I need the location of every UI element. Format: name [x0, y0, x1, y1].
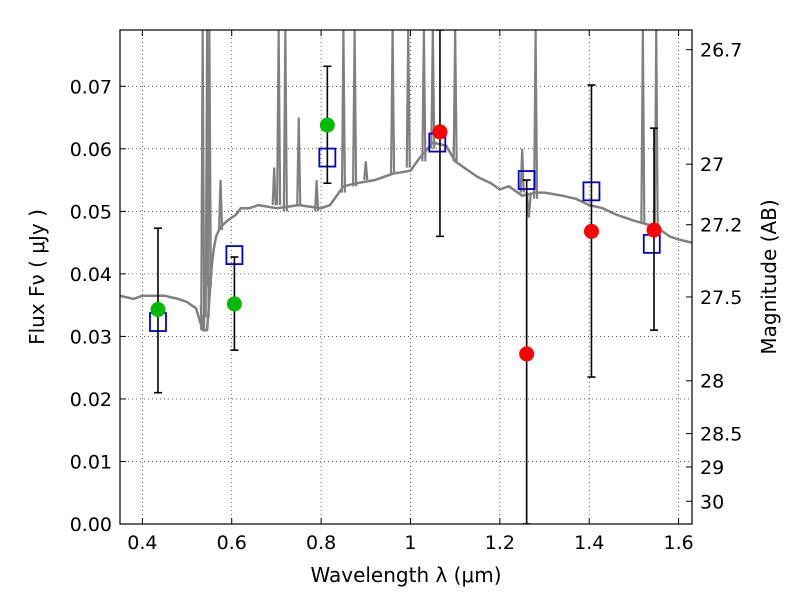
y-tick-label: 0.02 — [70, 389, 112, 411]
x-tick-label: 1.6 — [663, 532, 693, 554]
emission-line — [314, 180, 320, 212]
emission-line — [352, 30, 358, 187]
observed-point-red — [519, 346, 535, 362]
x-tick-label: 0.6 — [217, 532, 247, 554]
emission-line — [452, 30, 458, 162]
x-tick-label: 1.4 — [574, 532, 604, 554]
emission-line — [282, 30, 288, 212]
x-tick-label: 0.8 — [306, 532, 336, 554]
emission-line — [271, 167, 277, 206]
mag-tick-label: 29 — [700, 457, 724, 479]
emission-line — [276, 30, 282, 206]
axis-ticks: 0.4 0.6 0.8 1 1.2 1.4 1.6 0.00 0.01 0.02 0.03 0.04 0… — [70, 30, 742, 554]
mag-tick-label: 27.5 — [700, 287, 742, 309]
mag-tick-label: 27 — [700, 154, 724, 176]
y-tick-label: 0.01 — [70, 451, 112, 473]
observed-point-green — [150, 302, 166, 318]
mag-tick-label: 30 — [700, 491, 724, 513]
series-layer — [120, 30, 692, 524]
y-tick-label: 0.05 — [70, 201, 112, 223]
observed-point-red — [432, 124, 448, 140]
mag-tick-label: 28.5 — [700, 424, 742, 446]
observed-point-red — [583, 223, 599, 239]
emission-line — [217, 180, 224, 231]
plot-frame — [119, 29, 693, 525]
emission-line — [653, 30, 659, 231]
mag-tick-label: 28 — [700, 371, 724, 393]
x-tick-label: 1 — [404, 532, 416, 554]
y-axis-label: Flux Fν ( μJy ) — [25, 209, 49, 345]
emission-line — [405, 30, 411, 168]
emission-line — [389, 30, 396, 174]
emission-line — [519, 148, 525, 193]
emission-line — [296, 117, 302, 206]
mag-tick-label: 27.2 — [700, 215, 742, 237]
observed-point-green — [319, 117, 335, 133]
mag-tick-label: 26.7 — [700, 40, 742, 62]
emission-line — [640, 30, 646, 224]
y-tick-label: 0.03 — [70, 326, 112, 348]
plot-area — [120, 30, 692, 524]
absorption-line — [525, 192, 532, 218]
y-tick-label: 0.07 — [70, 76, 112, 98]
x-axis-label: Wavelength λ (μm) — [310, 563, 501, 587]
emission-line — [363, 161, 369, 181]
observed-point-green — [226, 296, 242, 312]
y-tick-label: 0.04 — [70, 264, 112, 286]
emission-line — [200, 30, 206, 331]
y-tick-label: 0.06 — [70, 139, 112, 161]
x-tick-label: 0.4 — [127, 532, 157, 554]
emission-line — [340, 30, 347, 193]
y2-axis-label: Magnitude (AB) — [757, 199, 781, 354]
observed-point-red — [646, 222, 662, 238]
y-tick-label: 0.00 — [70, 514, 112, 536]
emission-line — [206, 30, 212, 287]
emission-line — [421, 30, 427, 162]
x-tick-label: 1.2 — [485, 532, 515, 554]
emission-line — [430, 30, 436, 149]
emission-line — [532, 30, 539, 199]
model-photometry-square — [642, 233, 661, 254]
absorption-line — [199, 305, 206, 331]
